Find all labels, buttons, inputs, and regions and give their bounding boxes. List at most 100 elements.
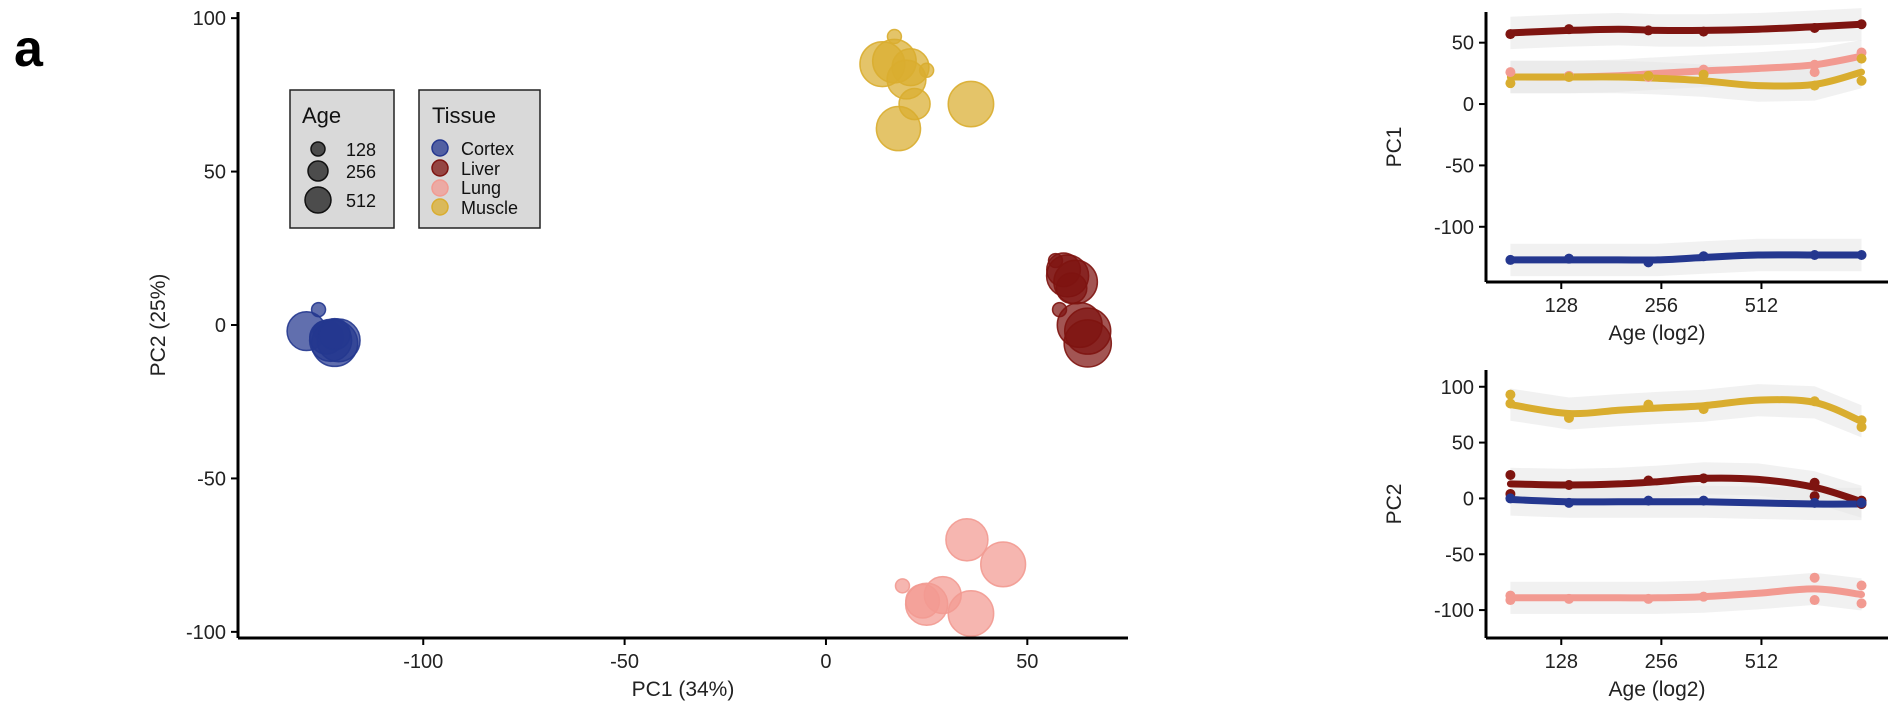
- point-muscle: [1505, 78, 1516, 89]
- pc1-age-plot: 128 256 512 50 0 -50 -100 Age (log2) PC1: [1383, 8, 1888, 345]
- point-liver: [1698, 26, 1709, 37]
- y-tick-label: -100: [186, 622, 226, 644]
- point-liver: [1053, 259, 1099, 305]
- pc2-x-axis-label: Age (log2): [1609, 678, 1706, 701]
- pca-scatter-plot: -100 -50 0 50 100 50 0 -50 -100 PC1 (34%) PC2 (2…: [147, 8, 1128, 701]
- age-legend-key-256: [307, 160, 329, 182]
- scatter-points: [286, 28, 1113, 637]
- point-muscle: [1505, 389, 1516, 400]
- point-lung: [945, 518, 989, 562]
- point-liver: [1643, 475, 1654, 486]
- point-liver: [1856, 19, 1867, 30]
- age-legend: Age 128 256 512: [289, 89, 395, 229]
- y-tick-label: 0: [1463, 488, 1474, 510]
- point-cortex: [1856, 497, 1867, 508]
- y-tick-label: -50: [1445, 155, 1474, 177]
- y-tick-label: 50: [1452, 433, 1474, 455]
- y-tick-label: 100: [1441, 377, 1474, 399]
- age-legend-label-256: 256: [346, 162, 376, 182]
- age-legend-label-512: 512: [346, 191, 376, 211]
- tissue-legend-label-muscle: Muscle: [461, 198, 518, 218]
- point-cortex: [1809, 497, 1820, 508]
- point-lung: [894, 578, 911, 594]
- scatter-y-axis-label: PC2 (25%): [147, 274, 170, 377]
- band-lung: [1510, 572, 1862, 614]
- scatter-x-axis-label: PC1 (34%): [632, 678, 735, 701]
- point-liver: [1643, 25, 1654, 36]
- tissue-legend: Tissue Cortex Liver Lung Muscle: [418, 89, 541, 229]
- point-cortex: [1505, 493, 1516, 504]
- pc1-axes: 128 256 512 50 0 -50 -100: [1434, 12, 1888, 317]
- point-muscle: [1563, 413, 1574, 424]
- x-tick-label: -100: [403, 651, 443, 673]
- point-liver: [1809, 477, 1820, 488]
- pc2-points: [1505, 389, 1867, 609]
- point-cortex: [1643, 257, 1654, 268]
- pc1-y-axis-label: PC1: [1383, 127, 1406, 168]
- x-tick-label: 256: [1645, 651, 1678, 673]
- point-cortex: [1809, 250, 1820, 260]
- point-cortex: [1563, 253, 1574, 264]
- x-tick-label: -50: [610, 651, 639, 673]
- x-tick-label: 512: [1745, 651, 1778, 673]
- point-muscle: [1856, 53, 1867, 64]
- scatter-axes: -100 -50 0 50 100 50 0 -50 -100: [186, 8, 1128, 673]
- x-tick-label: 256: [1645, 295, 1678, 317]
- point-cortex: [1505, 254, 1516, 265]
- point-muscle: [1809, 80, 1820, 91]
- point-liver: [1563, 480, 1574, 491]
- tissue-legend-title: Tissue: [432, 103, 496, 128]
- point-muscle: [875, 105, 922, 152]
- y-tick-label: -50: [197, 468, 226, 490]
- point-lung: [1809, 67, 1820, 78]
- point-muscle: [1856, 421, 1867, 432]
- point-lung: [1809, 59, 1820, 70]
- point-cortex: [1643, 495, 1654, 506]
- y-tick-label: 50: [204, 162, 226, 184]
- point-cortex: [318, 317, 351, 351]
- point-liver: [1063, 319, 1113, 368]
- tissue-legend-label-liver: Liver: [461, 159, 500, 179]
- point-cortex: [1698, 251, 1709, 262]
- point-cortex: [1563, 497, 1574, 508]
- point-lung: [1505, 595, 1516, 606]
- tissue-legend-key-lung: [431, 179, 449, 197]
- x-tick-label: 128: [1545, 295, 1578, 317]
- panel-label: a: [14, 20, 44, 78]
- point-cortex: [310, 301, 327, 318]
- point-liver: [1698, 473, 1709, 484]
- tissue-legend-key-liver: [431, 159, 449, 177]
- y-tick-label: 0: [1463, 94, 1474, 116]
- age-legend-key-128: [310, 141, 326, 157]
- point-liver: [1563, 24, 1574, 35]
- pc1-points: [1505, 19, 1867, 268]
- point-lung: [1563, 593, 1574, 604]
- point-muscle: [947, 80, 995, 128]
- point-lung: [980, 541, 1027, 588]
- y-tick-label: 50: [1452, 33, 1474, 55]
- y-tick-label: 100: [193, 8, 226, 30]
- x-tick-label: 0: [820, 651, 831, 673]
- point-lung: [1809, 572, 1820, 583]
- point-liver: [1505, 29, 1516, 40]
- tissue-legend-label-lung: Lung: [461, 178, 501, 198]
- point-lung: [1505, 67, 1516, 78]
- tissue-legend-key-muscle: [431, 198, 449, 216]
- point-lung: [1698, 591, 1709, 602]
- y-tick-label: -100: [1434, 217, 1474, 239]
- point-muscle: [1698, 404, 1709, 415]
- point-lung: [1856, 598, 1867, 609]
- point-lung: [947, 589, 995, 637]
- y-tick-label: -50: [1445, 544, 1474, 566]
- point-lung: [1643, 593, 1654, 604]
- tissue-legend-key-cortex: [431, 139, 449, 157]
- point-liver: [1809, 22, 1820, 33]
- point-liver: [1505, 469, 1516, 480]
- point-cortex: [1856, 250, 1867, 260]
- pc2-axes: 128 256 512 100 50 0 -50 -100: [1434, 370, 1888, 673]
- point-lung: [904, 582, 949, 627]
- point-muscle: [1643, 70, 1654, 81]
- age-legend-key-512: [304, 186, 332, 214]
- point-lung: [1809, 595, 1820, 606]
